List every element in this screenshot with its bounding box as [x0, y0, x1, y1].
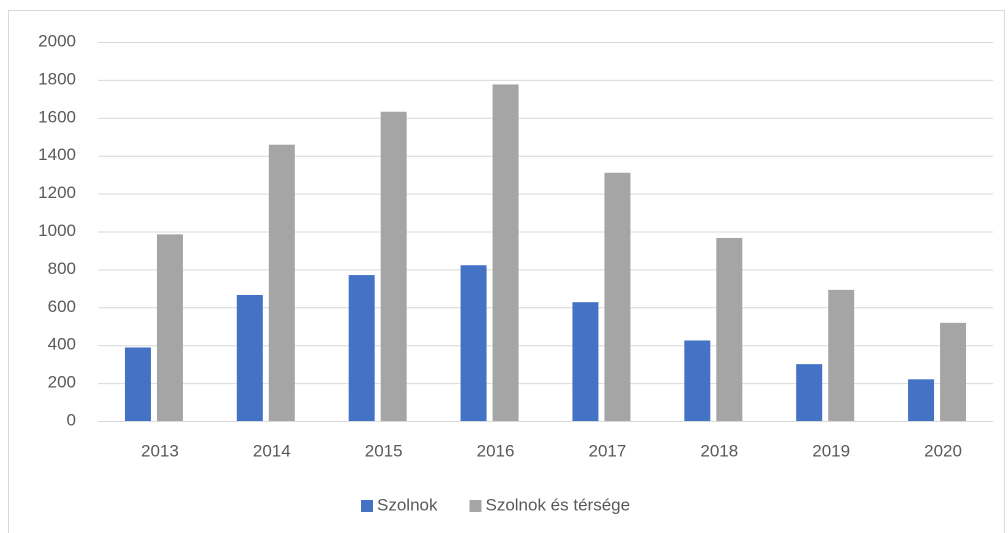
y-tick-label: 200 — [48, 373, 76, 392]
y-tick-label: 1000 — [38, 221, 76, 240]
y-tick-label: 1200 — [38, 183, 76, 202]
x-tick-label: 2017 — [589, 441, 627, 460]
bar — [572, 302, 599, 421]
bar — [348, 275, 375, 421]
x-tick-label: 2019 — [812, 441, 850, 460]
x-tick-label: 2014 — [253, 441, 291, 460]
bar — [236, 294, 263, 421]
legend-swatch — [469, 500, 482, 512]
legend-label: Szolnok és térsége — [485, 495, 630, 514]
y-tick-label: 1800 — [38, 69, 76, 88]
bar — [156, 234, 183, 421]
bar — [380, 111, 407, 422]
bar — [604, 172, 631, 421]
y-tick-label: 800 — [48, 259, 76, 278]
x-tick-label: 2013 — [141, 441, 179, 460]
y-tick-label: 0 — [67, 410, 76, 429]
y-tick-label: 2000 — [38, 31, 76, 50]
x-tick-label: 2015 — [365, 441, 403, 460]
bar — [796, 364, 823, 421]
y-tick-label: 1400 — [38, 145, 76, 164]
bar — [124, 347, 151, 421]
x-tick-label: 2016 — [477, 441, 515, 460]
bar — [492, 84, 519, 421]
y-tick-label: 400 — [48, 335, 76, 354]
bar — [268, 144, 295, 422]
y-tick-label: 1600 — [38, 107, 76, 126]
bar — [908, 379, 935, 421]
x-tick-label: 2018 — [700, 441, 738, 460]
legend-swatch — [361, 500, 373, 512]
bar — [828, 289, 855, 421]
legend-label: Szolnok — [377, 495, 438, 514]
bar — [940, 322, 967, 421]
bar — [460, 265, 487, 421]
y-tick-label: 600 — [48, 297, 76, 316]
x-tick-label: 2020 — [924, 441, 962, 460]
bar — [716, 237, 743, 421]
bar — [684, 340, 711, 421]
